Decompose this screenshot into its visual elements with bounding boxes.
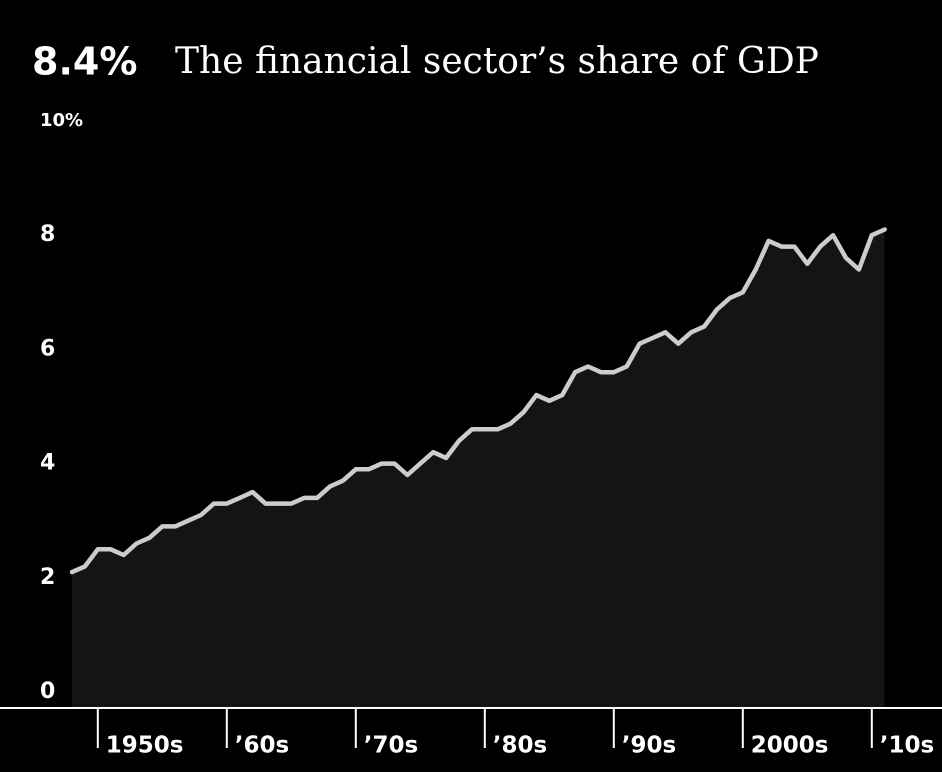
- y-tick-label: 2: [40, 565, 55, 590]
- y-tick-label: 0: [40, 679, 55, 704]
- x-tick-label: ’60s: [235, 733, 289, 759]
- x-tick-label: ’10s: [880, 733, 934, 759]
- chart-title: The financial sector’s share of GDP: [175, 41, 819, 82]
- headline-value: 8.4%: [32, 40, 137, 84]
- y-tick-label: 10%: [40, 110, 83, 131]
- area: [72, 229, 885, 708]
- line: [69, 227, 887, 575]
- x-tick-label: 1950s: [106, 733, 184, 759]
- y-tick-label: 6: [40, 336, 55, 361]
- y-tick-label: 4: [40, 451, 55, 476]
- y-tick-label: 8: [40, 222, 55, 247]
- x-tick-label: ’90s: [622, 733, 676, 759]
- plot: [69, 227, 887, 708]
- x-tick-label: 2000s: [751, 733, 829, 759]
- x-tick-label: ’70s: [364, 733, 418, 759]
- x-tick-label: ’80s: [493, 733, 547, 759]
